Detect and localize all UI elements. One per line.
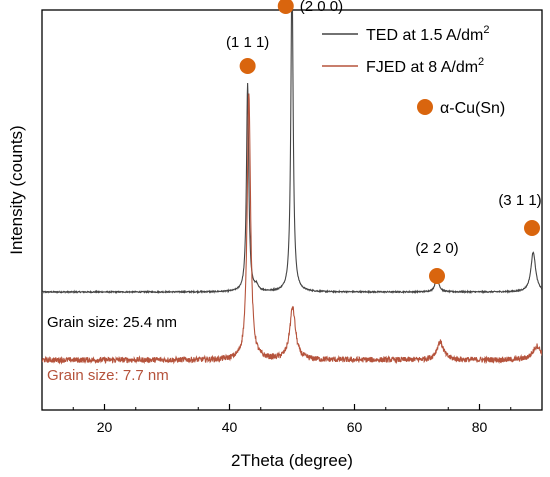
legend-label-fjed: FJED at 8 A/dm2	[366, 56, 484, 76]
x-tick-label-20: 20	[97, 419, 113, 435]
series-ted-line	[42, 10, 542, 295]
legend-superscript-ted: 2	[483, 24, 489, 36]
peak-annotations: (1 1 1) (2 0 0) (2 2 0) (3 1 1)	[226, 0, 542, 284]
x-tick-label-80: 80	[472, 419, 488, 435]
legend-phase-marker	[417, 99, 433, 115]
x-tick-label-60: 60	[347, 419, 363, 435]
peak-label-3: (3 1 1)	[498, 192, 541, 209]
peak-marker-3	[524, 220, 540, 236]
legend-label-ted: TED at 1.5 A/dm2	[366, 24, 490, 44]
peak-marker-0	[239, 58, 256, 74]
peak-marker-1	[277, 0, 294, 14]
peak-label-1: (2 0 0)	[300, 0, 343, 15]
legend-label-phase: α-Cu(Sn)	[440, 100, 505, 117]
grain-size-ted-label: Grain size: 25.4 nm	[47, 314, 177, 331]
y-axis-title: Intensity (counts)	[7, 125, 26, 254]
series-fjed-line	[42, 93, 542, 365]
peak-label-2: (2 2 0)	[415, 240, 458, 257]
legend: TED at 1.5 A/dm2 FJED at 8 A/dm2 α-Cu(Sn…	[322, 24, 505, 117]
x-axis-ticks: 20 40 60 80	[72, 404, 512, 435]
grain-size-fjed-label: Grain size: 7.7 nm	[47, 367, 169, 384]
legend-superscript-fjed: 2	[478, 56, 484, 68]
peak-marker-2	[429, 268, 445, 284]
x-axis-title: 2Theta (degree)	[231, 451, 353, 470]
x-tick-label-40: 40	[222, 419, 238, 435]
peak-label-0: (1 1 1)	[226, 34, 269, 51]
